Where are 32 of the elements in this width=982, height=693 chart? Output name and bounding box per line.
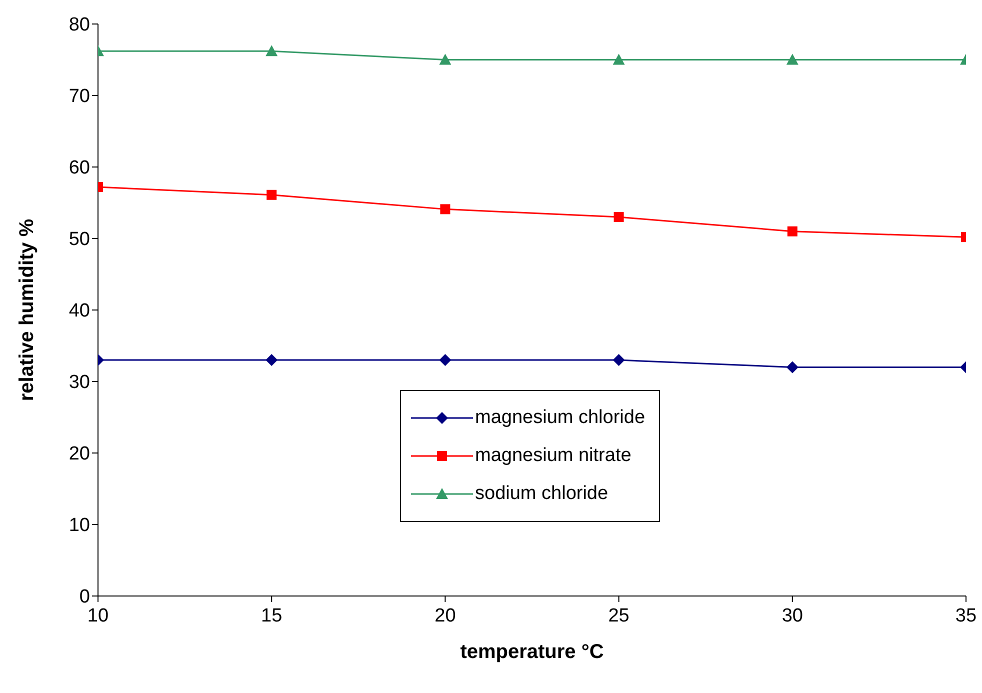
point bbox=[266, 190, 277, 200]
legend-label: magnesium chloride bbox=[475, 407, 646, 429]
y-axis-title: relative humidity % bbox=[16, 218, 38, 402]
y-tick-label: 40 bbox=[68, 300, 90, 322]
point bbox=[439, 54, 452, 65]
y-tick-label: 50 bbox=[68, 229, 90, 250]
y-tick-label: 30 bbox=[68, 372, 90, 394]
x-tick-label: 20 bbox=[434, 605, 456, 626]
y-tick-label: 80 bbox=[68, 14, 90, 36]
point bbox=[612, 54, 625, 65]
point bbox=[786, 54, 798, 65]
point bbox=[614, 212, 624, 222]
x-axis-title: temperature °C bbox=[460, 641, 604, 663]
y-tick-label: 0 bbox=[79, 586, 90, 608]
point bbox=[439, 354, 452, 366]
legend-label: sodium chloride bbox=[475, 483, 608, 505]
x-tick-label: 30 bbox=[782, 605, 803, 626]
y-tick-label: 10 bbox=[68, 515, 90, 536]
x-tick-label: 15 bbox=[261, 605, 282, 626]
point bbox=[612, 354, 625, 366]
legend-label: magnesium nitrate bbox=[475, 445, 632, 467]
point bbox=[266, 45, 278, 56]
point bbox=[787, 226, 798, 236]
x-tick-label: 25 bbox=[608, 605, 630, 626]
y-tick-label: 20 bbox=[68, 444, 90, 465]
point bbox=[440, 204, 450, 214]
point bbox=[786, 361, 798, 374]
point bbox=[266, 354, 278, 366]
x-tick-label: 10 bbox=[87, 605, 109, 626]
y-tick-label: 60 bbox=[68, 158, 90, 179]
x-tick-label: 35 bbox=[955, 605, 977, 626]
y-tick-label: 70 bbox=[68, 86, 90, 108]
